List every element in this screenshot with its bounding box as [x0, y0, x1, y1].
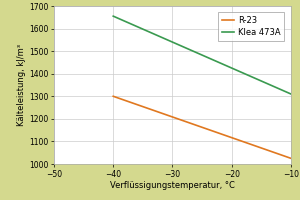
Line: Klea 473A: Klea 473A — [113, 16, 291, 94]
Klea 473A — [111, 15, 115, 17]
Y-axis label: Kälteleistung, kJ/m³: Kälteleistung, kJ/m³ — [17, 44, 26, 126]
Line: R-23: R-23 — [113, 96, 291, 158]
R-23 — [111, 95, 115, 97]
Klea 473A — [289, 93, 293, 95]
R-23 — [289, 157, 293, 160]
X-axis label: Verflüssigungstemperatur, °C: Verflüssigungstemperatur, °C — [110, 181, 235, 190]
Legend: R-23, Klea 473A: R-23, Klea 473A — [218, 12, 284, 41]
